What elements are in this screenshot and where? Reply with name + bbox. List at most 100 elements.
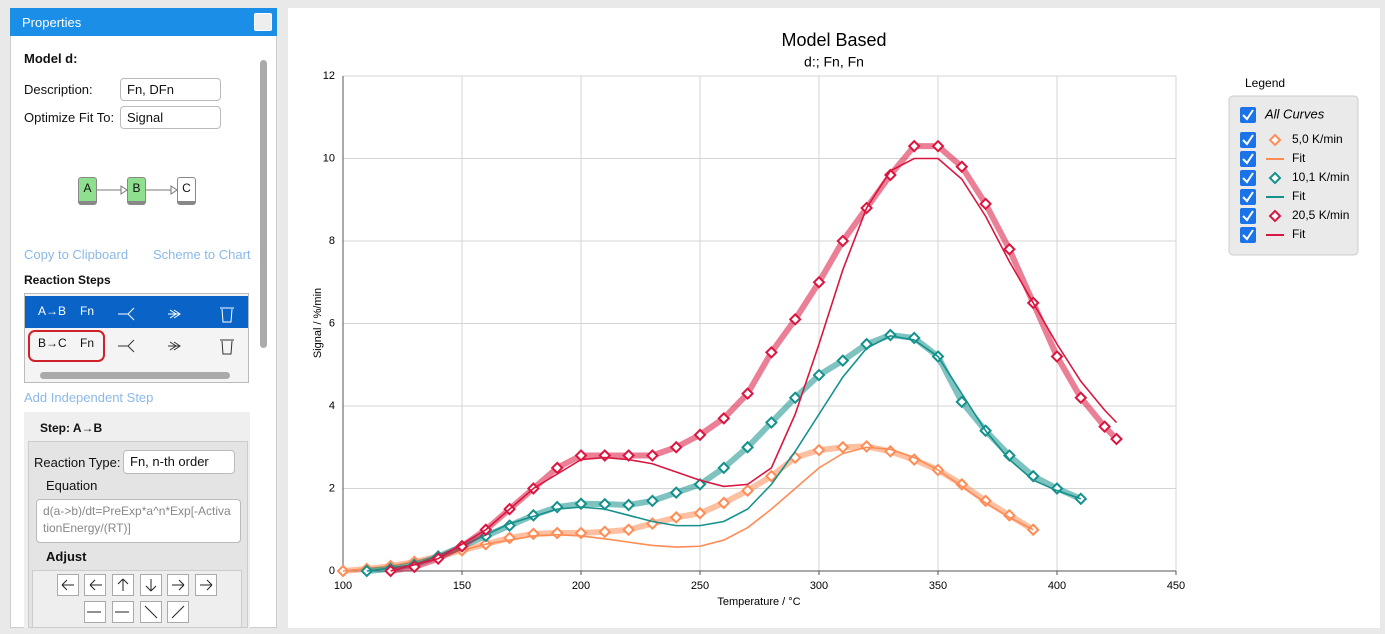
panel-header: Properties [10,8,277,36]
legend-all: All Curves [1264,106,1325,121]
checkbox[interactable] [1240,132,1256,148]
step-type: Fn [80,336,95,350]
scheme-node: B [127,177,146,205]
check [1242,134,1254,146]
step-type: Fn [80,304,95,318]
y-tick-label: 4 [329,400,335,412]
data-point [550,461,564,475]
legend-label: Fit [1292,227,1306,241]
data-point [931,139,945,153]
y-tick-label: 2 [329,482,335,494]
x-tick-label: 300 [810,580,828,592]
y-tick-label: 8 [329,235,335,247]
y-axis-label: Signal / %/min [312,288,324,358]
equation-label: Equation [46,478,98,493]
scheme-arrows [97,185,177,195]
checkbox[interactable] [1240,227,1256,243]
data-point [622,523,636,537]
data-point [1002,242,1016,256]
step-name: B→C [38,336,67,350]
adjust-icons [61,578,213,619]
data-point [550,526,564,540]
data-point [526,508,540,522]
y-tick-label: 0 [329,565,335,577]
checkbox[interactable] [1240,170,1256,186]
legend-symbol [1268,209,1282,223]
scheme-node: C [177,177,196,205]
description-input[interactable]: Fn, DFn [120,78,221,101]
step-row-selected[interactable] [25,296,248,328]
data-point [812,368,826,382]
data-point [1098,420,1112,434]
data-point [836,440,850,454]
legend-label: Fit [1292,189,1306,203]
add-step-link[interactable]: Add Independent Step [24,390,154,405]
fit-line [390,157,1118,572]
checkbox[interactable] [1240,151,1256,167]
x-tick-label: 200 [572,580,590,592]
x-tick-label: 100 [334,580,352,592]
legend-symbol [1268,133,1282,147]
data-point [574,497,588,511]
data-point [979,197,993,211]
data-point [907,331,921,345]
legend-box [1228,95,1359,256]
fit-line [342,446,1034,572]
optimize-label: Optimize Fit To: [24,110,115,125]
data-band [390,143,1119,574]
data-point [693,428,707,442]
reaction-type-select[interactable]: Fn, n-th order [123,450,235,474]
copy-link[interactable]: Copy to Clipboard [24,247,129,262]
data-point [717,461,731,475]
data-point [622,498,636,512]
model-title: Model d: [24,51,78,66]
checkbox[interactable] [1240,107,1256,123]
panel-scrollbar[interactable] [260,60,267,348]
checkbox[interactable] [1240,208,1256,224]
data-point [764,416,778,429]
step-name: A→B [38,304,67,318]
description-label: Description: [24,82,93,97]
y-tick-label: 10 [323,152,335,164]
legend-title: Legend [1245,76,1285,90]
data-point [598,525,612,539]
y-tick-label: 6 [329,317,335,329]
data-point [693,506,707,520]
data-point [860,440,874,453]
equation-text[interactable]: d(a->b)/dt=PreExp*a^n*Exp[-ActivationEne… [36,499,241,543]
scheme-link[interactable]: Scheme to Chart [153,247,251,262]
header-title: Properties [22,15,82,30]
data-point [550,500,564,514]
steps-title: Reaction Steps [24,273,111,287]
data-point [764,469,778,483]
data-point [788,391,802,405]
pin-button[interactable] [254,13,272,31]
data-point [693,477,707,491]
legend-label: 5,0 K/min [1292,132,1343,146]
y-tick-label: 12 [323,70,335,82]
scheme-node: A [78,177,97,205]
scrollbar[interactable] [40,372,230,379]
optimize-select[interactable]: Signal [120,106,221,129]
data-point [764,345,778,359]
step-title: Step: A→B [40,421,103,435]
check [1242,191,1254,203]
fit-line [366,335,1082,572]
legend-label: 20,5 K/min [1292,208,1349,222]
check [1242,229,1254,241]
data-point [741,440,755,454]
data-point [1074,391,1088,405]
data-point [598,449,612,462]
data-point [669,440,683,454]
data-point [955,160,969,174]
data-point [741,387,755,401]
chart-subtitle: d:; Fn, Fn [804,54,864,70]
check [1242,210,1254,222]
data-point [907,139,921,153]
checkbox[interactable] [1240,189,1256,205]
check [1242,172,1254,184]
data-point [836,234,850,248]
data-point [669,510,683,524]
